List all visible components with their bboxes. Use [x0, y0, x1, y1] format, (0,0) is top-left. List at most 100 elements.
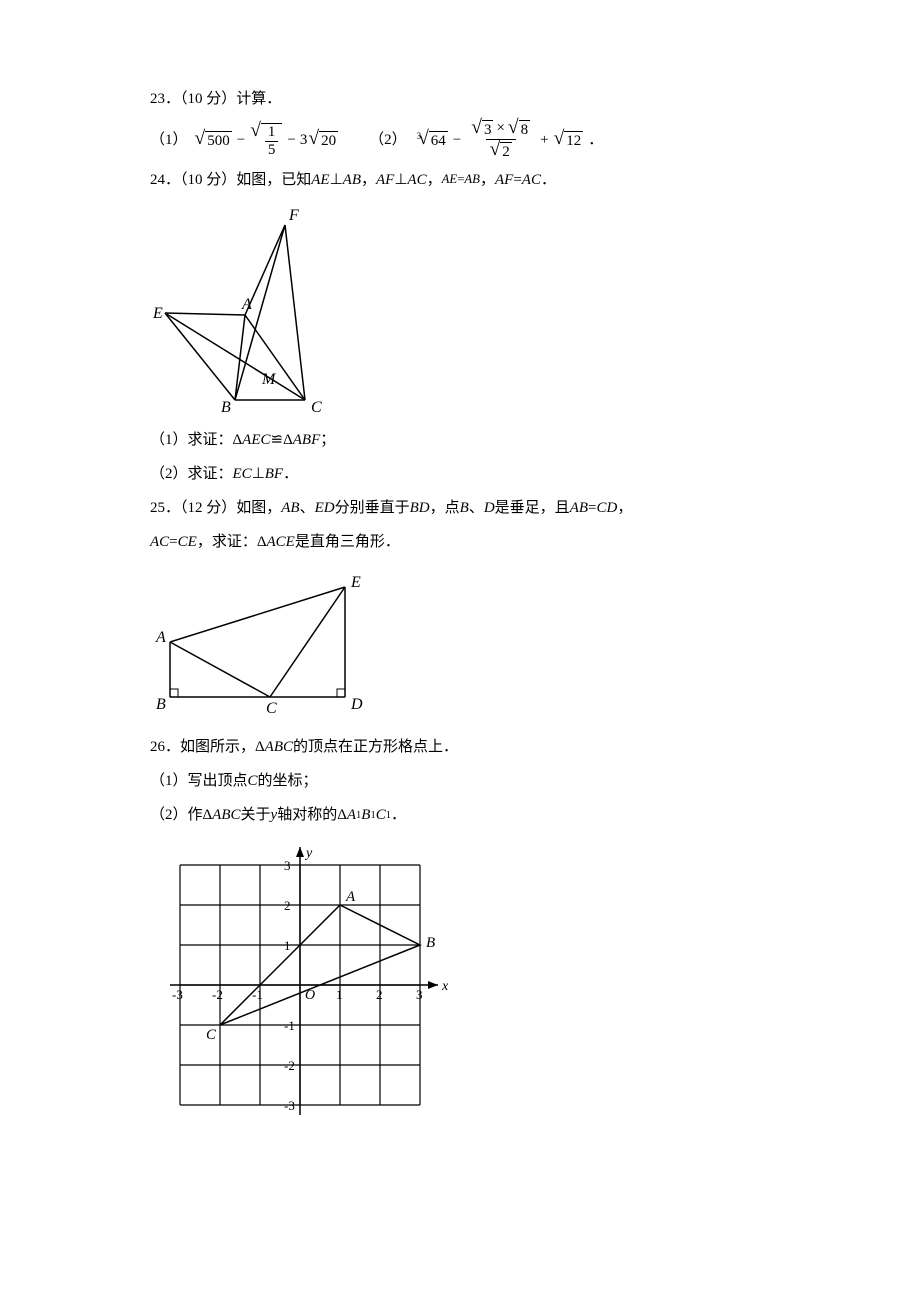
- svg-text:A: A: [155, 629, 166, 646]
- q23-expr1: √500 − √15 − 3√20: [194, 121, 340, 158]
- q26-p1b: 的坐标；: [258, 766, 318, 796]
- q24-header-prefix: 24．（10 分）如图，已知: [150, 165, 311, 195]
- q26-p2a: （2）作: [150, 800, 203, 830]
- svg-text:y: y: [304, 846, 313, 861]
- q26-p2t2a: A: [347, 800, 356, 830]
- q24-p2: （2）求证： EC ⊥ BF ．: [150, 459, 770, 489]
- q24-r3a: AE: [442, 167, 458, 193]
- q23-header: 23．（10 分）计算．: [150, 84, 770, 114]
- svg-text:C: C: [311, 399, 322, 415]
- svg-text:1: 1: [284, 938, 291, 953]
- q23-e1-t3c: 3: [300, 125, 308, 155]
- q25-svg: A B C D E: [150, 567, 380, 722]
- q25-line2: AC = CE ，求证： ΔACE 是直角三角形．: [150, 527, 770, 557]
- q26-p2t2b: B: [361, 800, 370, 830]
- q25-mt3: 、: [469, 493, 484, 523]
- q25-eq1a: AB: [570, 493, 588, 523]
- q23-expressions: （1） √500 − √15 − 3√20 （2） 3√64 − √3 × √8…: [150, 118, 770, 161]
- svg-text:2: 2: [284, 898, 291, 913]
- q25-seg2: ED: [315, 493, 335, 523]
- q26-svg: -3-2-1123-3-2-1123OxyABC: [150, 840, 450, 1130]
- q25-pt2: D: [484, 493, 495, 523]
- q23-e1-t3r: 20: [319, 131, 338, 150]
- q25-mt2: ，点: [430, 493, 460, 523]
- q25-h-prefix: 25．（12 分）如图，: [150, 493, 281, 523]
- q25-eq2b: CE: [178, 527, 197, 557]
- q26-p2t1: ABC: [212, 800, 240, 830]
- q23-e2-last: 12: [564, 131, 583, 150]
- svg-text:D: D: [350, 696, 363, 713]
- svg-text:C: C: [206, 1027, 217, 1043]
- q24-p1: （1）求证： ΔAEC≌ΔABF ；: [150, 425, 770, 455]
- svg-text:-2: -2: [284, 1058, 295, 1073]
- q24-header: 24．（10 分）如图，已知 AE ⊥ AB ， AF ⊥ AC ， AE = …: [150, 165, 770, 195]
- q25-mt4: 是垂足，且: [495, 493, 570, 523]
- svg-text:B: B: [221, 399, 231, 415]
- svg-text:E: E: [350, 574, 361, 591]
- q26-p1pt: C: [248, 766, 258, 796]
- svg-text:1: 1: [336, 987, 343, 1002]
- q23-expr2: 3√64 − √3 × √8 √2 + √12 ．: [413, 118, 604, 161]
- svg-text:B: B: [426, 935, 435, 951]
- q25-seg1: AB: [281, 493, 299, 523]
- q26-hs: 的顶点在正方形格点上．: [293, 732, 458, 762]
- q26-p2m: 关于: [241, 800, 271, 830]
- q25-eq2a: AC: [150, 527, 169, 557]
- q24-r2a: AF: [376, 165, 394, 195]
- q24-figure: EAFBCM: [150, 205, 770, 415]
- q24-p2-label: （2）求证：: [150, 459, 233, 489]
- svg-text:A: A: [345, 889, 356, 905]
- q23-header-text: 23．（10 分）计算．: [150, 84, 281, 114]
- q23-e2-d: 2: [500, 142, 512, 161]
- svg-text:-1: -1: [284, 1018, 295, 1033]
- svg-text:3: 3: [284, 858, 291, 873]
- q23-e1-t1: 500: [205, 131, 232, 150]
- q23-p2-label: （2）: [369, 125, 407, 155]
- q23-e2-n1: 3: [482, 120, 494, 139]
- svg-text:C: C: [266, 700, 277, 717]
- q26-hp: 26．如图所示，: [150, 732, 255, 762]
- svg-text:-2: -2: [212, 987, 223, 1002]
- q25-tri: ACE: [266, 527, 294, 557]
- q25-figure: A B C D E: [150, 567, 770, 722]
- q24-p1-t2: ABF: [293, 425, 321, 455]
- svg-text:3: 3: [416, 987, 423, 1002]
- q24-p2-b: BF: [265, 459, 283, 489]
- q25-eq1b: CD: [596, 493, 617, 523]
- q26-p2t2c: C: [376, 800, 386, 830]
- q25-l2s: 是直角三角形．: [295, 527, 400, 557]
- svg-text:-3: -3: [284, 1098, 295, 1113]
- q26-figure: -3-2-1123-3-2-1123OxyABC: [150, 840, 770, 1130]
- q26-p1: （1）写出顶点 C 的坐标；: [150, 766, 770, 796]
- q26-p2e: ．: [391, 800, 406, 830]
- q25-perpto: BD: [410, 493, 430, 523]
- q23-p1-label: （1）: [150, 125, 188, 155]
- svg-text:-3: -3: [172, 987, 183, 1002]
- svg-text:B: B: [156, 696, 166, 713]
- q24-r3b: AB: [464, 167, 480, 193]
- q24-r4a: AF: [495, 165, 513, 195]
- q24-r4b: AC: [522, 165, 541, 195]
- q26-tri: ABC: [265, 732, 293, 762]
- q24-p1-label: （1）求证：: [150, 425, 233, 455]
- svg-text:M: M: [261, 371, 277, 388]
- q24-r1b: AB: [343, 165, 361, 195]
- q26-p1a: （1）写出顶点: [150, 766, 248, 796]
- q24-p2-a: EC: [233, 459, 252, 489]
- q25-line1: 25．（12 分）如图， AB 、ED 分别垂直于 BD ，点 B 、 D 是垂…: [150, 493, 770, 523]
- q26-p2ax: y: [271, 800, 278, 830]
- svg-text:-1: -1: [252, 987, 263, 1002]
- svg-text:2: 2: [376, 987, 383, 1002]
- q23-e2-cbrt: 64: [429, 131, 448, 150]
- q23-e1-t2n: 1: [265, 124, 279, 141]
- q23-e2-n2: 8: [519, 120, 531, 139]
- q25-pt1: B: [460, 493, 469, 523]
- svg-text:F: F: [288, 207, 299, 224]
- q26-p2m2: 轴对称的: [277, 800, 337, 830]
- q24-r2b: AC: [407, 165, 426, 195]
- q26-p2: （2）作 ΔABC 关于 y 轴对称的 ΔA1B1C1 ．: [150, 800, 770, 830]
- q24-svg: EAFBCM: [150, 205, 350, 415]
- q25-mt1: 分别垂直于: [335, 493, 410, 523]
- svg-text:E: E: [152, 305, 163, 322]
- q24-p1-t1: AEC: [242, 425, 270, 455]
